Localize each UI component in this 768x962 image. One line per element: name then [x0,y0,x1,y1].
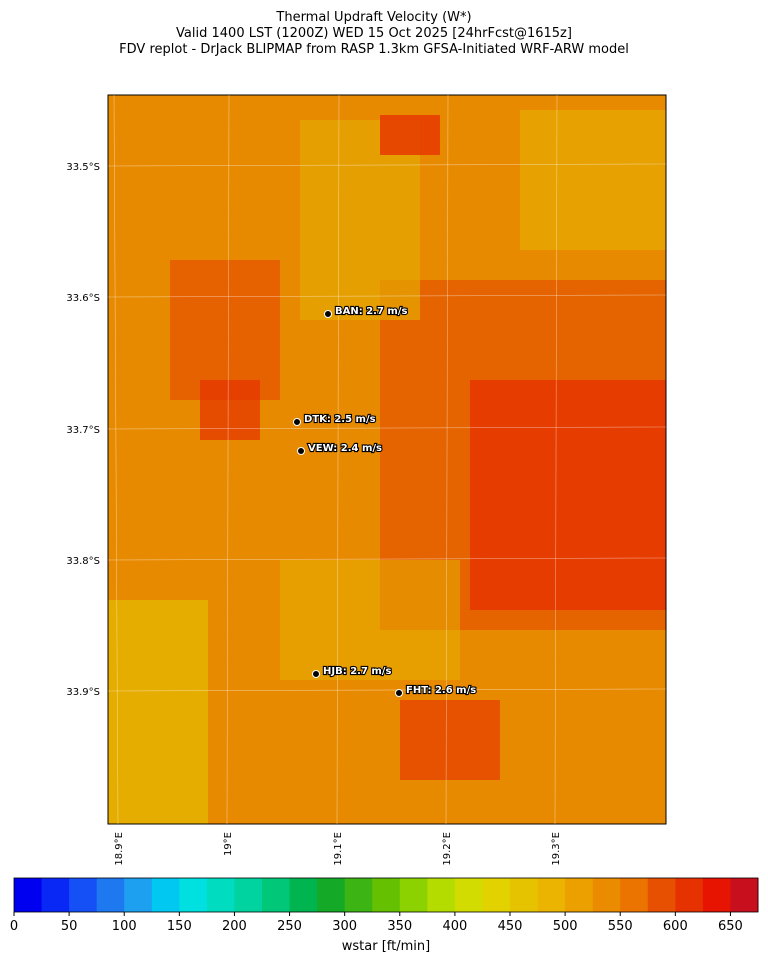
colorbar-segment [510,878,539,912]
title-line: Valid 1400 LST (1200Z) WED 15 Oct 2025 [… [176,26,572,41]
grid-line [107,426,667,430]
grid-line [113,94,119,825]
colorbar-segment [234,878,263,912]
colorbar-segment [427,878,456,912]
colorbar-segment [565,878,594,912]
colorbar-tick-label: 200 [222,919,247,934]
lon-label: 19.2°E [442,832,453,866]
colorbar-segment [454,878,483,912]
grid-line [336,94,340,825]
grid-line [445,94,449,825]
colorbar-tick-label: 600 [663,919,688,934]
colorbar-tick-label: 300 [332,919,357,934]
colorbar-segment [124,878,153,912]
grid-line [107,688,667,692]
title-line: Thermal Updraft Velocity (W*) [275,10,471,25]
colorbar-segment [179,878,208,912]
station-label: VEW: 2.4 m/s [308,443,382,454]
colorbar-tick-label: 550 [608,919,633,934]
lon-label: 18.9°E [114,832,125,866]
grid-line [107,163,667,167]
colorbar-segment [151,878,180,912]
station [293,418,301,426]
map-raster [107,94,667,825]
grid-line [107,294,667,298]
station-label: HJB: 2.7 m/s [323,666,391,677]
station-label: BAN: 2.7 m/s [335,306,407,317]
grid-line [107,557,667,561]
grid-line [554,94,558,825]
colorbar-segment [537,878,566,912]
colorbar-tick-label: 450 [498,919,523,934]
colorbar-segment [69,878,98,912]
colorbar-tick-label: 50 [61,919,78,934]
colorbar-segment [647,878,676,912]
colorbar-segment [317,878,346,912]
grid-line [226,94,230,825]
colorbar-tick-label: 0 [10,919,18,934]
colorbar-segment [702,878,731,912]
lat-label: 33.6°S [66,293,100,304]
lon-label: 19.3°E [551,832,562,866]
colorbar-segment [730,878,759,912]
colorbar-segment [206,878,235,912]
lon-label: 19°E [223,832,234,856]
colorbar-segment [289,878,318,912]
lat-label: 33.9°S [66,687,100,698]
title-line: FDV replot - DrJack BLIPMAP from RASP 1.… [119,42,629,57]
colorbar-segment [96,878,125,912]
colorbar-tick-label: 250 [277,919,302,934]
colorbar-tick-label: 350 [387,919,412,934]
lon-label: 19.1°E [333,832,344,866]
colorbar-segment [14,878,43,912]
station-label: FHT: 2.6 m/s [406,685,476,696]
colorbar-label: wstar [ft/min] [342,939,430,954]
colorbar-segment [482,878,511,912]
station [297,447,305,455]
colorbar-segment [592,878,621,912]
colorbar-segment [675,878,704,912]
lat-label: 33.8°S [66,556,100,567]
colorbar-tick-label: 150 [167,919,192,934]
colorbar-tick-label: 400 [442,919,467,934]
colorbar-tick-label: 100 [112,919,137,934]
station-label: DTK: 2.5 m/s [304,414,376,425]
lat-label: 33.5°S [66,162,100,173]
colorbar-frame [13,877,759,913]
colorbar-segment [262,878,291,912]
colorbar-segment [344,878,373,912]
colorbar-segment [372,878,401,912]
station [395,689,403,697]
colorbar-tick-label: 650 [718,919,743,934]
colorbar-segment [41,878,70,912]
colorbar-segment [399,878,428,912]
colorbar-tick-label: 500 [553,919,578,934]
station [312,670,320,678]
lat-label: 33.7°S [66,425,100,436]
colorbar-segment [620,878,649,912]
station [324,310,332,318]
